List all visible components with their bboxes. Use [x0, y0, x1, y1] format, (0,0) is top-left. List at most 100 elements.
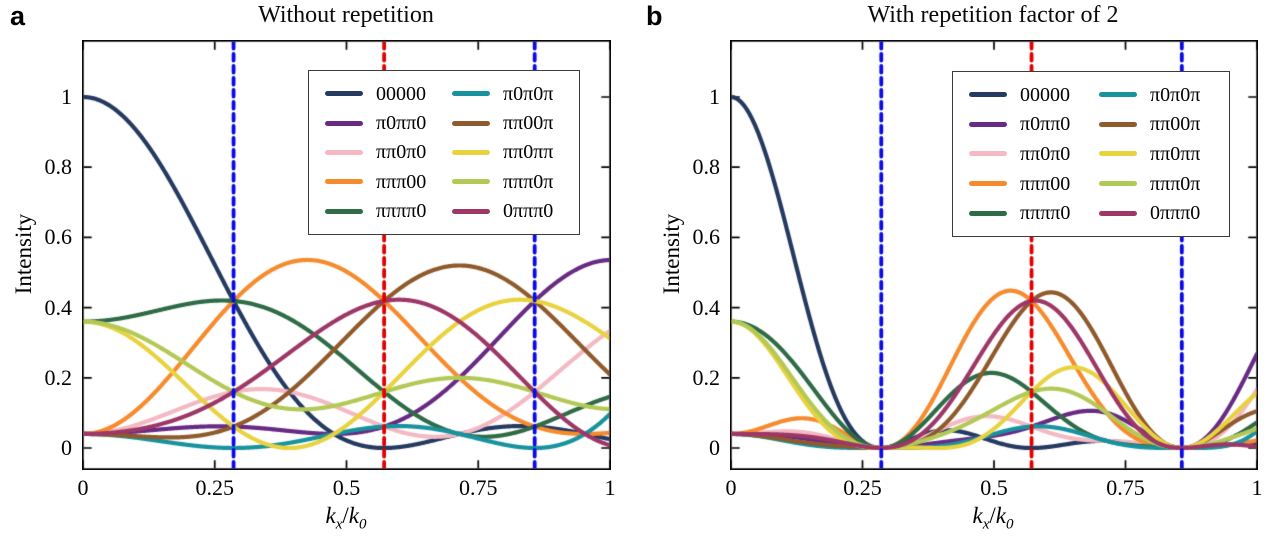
legend-line-swatch [452, 179, 490, 185]
legend-label: ππ00π [503, 112, 554, 135]
legend-line-swatch [325, 91, 363, 97]
legend-entry: ππ00π [452, 108, 569, 137]
legend-line-swatch [969, 210, 1007, 216]
legend-entry: ππππ0 [969, 198, 1089, 228]
legend-entry: π0π0π [452, 79, 569, 108]
y-tick-label: 0.8 [692, 154, 721, 180]
xlabel-k1: k [972, 503, 983, 528]
legend-label: π0π0π [1150, 83, 1201, 106]
legend-entry: ππ0π0 [969, 139, 1089, 169]
y-tick-label: 1 [709, 84, 720, 109]
legend-label: π0ππ0 [1020, 113, 1071, 136]
legend-label: πππ00 [376, 170, 427, 193]
panel-b-ylabel: Intensity [659, 213, 684, 295]
legend-entry: 00000 [325, 79, 442, 108]
legend-label: ππ00π [1150, 113, 1201, 136]
legend-entry: 0πππ0 [1099, 198, 1219, 228]
y-tick-label: 0.6 [44, 224, 73, 250]
legend-entry: 00000 [969, 80, 1089, 110]
xlabel-k2: k [348, 503, 359, 528]
xlabel-sub2: 0 [1006, 516, 1014, 533]
panel-a-xlabel: kx/k0 [276, 503, 416, 534]
xlabel-k1: k [325, 503, 336, 528]
legend-label: ππππ0 [1020, 202, 1071, 225]
legend-entry: π0ππ0 [325, 108, 442, 137]
legend-line-swatch [969, 121, 1007, 127]
x-tick-label: 0 [725, 475, 737, 500]
legend-entry: ππ0ππ [1099, 139, 1219, 169]
y-tick-label: 0 [61, 435, 72, 460]
legend-entry: πππ0π [452, 167, 569, 196]
legend-label: ππ0π0 [1020, 142, 1071, 165]
legend-entry: 0πππ0 [452, 197, 569, 226]
xlabel-separator: / [989, 503, 996, 528]
legend-label: 0πππ0 [503, 200, 554, 223]
xlabel-separator: / [342, 503, 349, 528]
y-tick-label: 0 [709, 435, 720, 460]
x-tick-label: 0.25 [843, 475, 882, 500]
x-tick-label: 0.25 [195, 475, 235, 500]
panel-b-xlabel: kx/k0 [923, 503, 1063, 534]
panel-a-ylabel: Intensity [11, 213, 36, 295]
y-tick-label: 0.2 [44, 364, 73, 390]
panel-b-legend: 00000 π0ππ0 ππ0π0 πππ00 ππππ0 π0π0π ππ00π ππ0ππ… [952, 71, 1230, 237]
legend-line-swatch [1099, 181, 1137, 187]
legend-label: ππ0π0 [376, 141, 427, 164]
legend-line-swatch [1099, 121, 1137, 127]
legend-line-swatch [1099, 210, 1137, 216]
x-tick-label: 0 [77, 475, 89, 500]
legend-label: 00000 [1020, 83, 1070, 106]
legend-line-swatch [969, 181, 1007, 187]
legend-line-swatch [969, 92, 1007, 98]
xlabel-sub1: x [335, 516, 343, 533]
legend-label: ππ0ππ [503, 141, 554, 164]
legend-line-swatch [325, 149, 363, 155]
legend-label: ππππ0 [376, 200, 427, 223]
x-tick-label: 0.5 [980, 475, 1008, 500]
legend-entry: ππ0ππ [452, 138, 569, 167]
x-tick-label: 0.75 [459, 475, 498, 500]
legend-entry: π0ππ0 [969, 110, 1089, 140]
legend-entry: ππ00π [1099, 110, 1219, 140]
panel-b-letter: b [646, 1, 663, 31]
legend-line-swatch [452, 91, 490, 97]
legend-label: πππ00 [1020, 172, 1071, 195]
legend-label: π0π0π [503, 82, 554, 105]
legend-label: πππ0π [503, 170, 554, 193]
legend-line-swatch [969, 151, 1007, 157]
legend-entry: πππ00 [969, 169, 1089, 199]
y-tick-label: 0.6 [692, 224, 721, 250]
legend-label: 0πππ0 [1150, 202, 1201, 225]
legend-line-swatch [452, 120, 490, 126]
x-tick-label: 1 [1251, 475, 1263, 500]
legend-label: πππ0π [1150, 172, 1201, 195]
y-tick-label: 0.8 [44, 154, 73, 180]
y-tick-label: 0.4 [692, 294, 721, 320]
panel-a-title: Without repetition [258, 2, 434, 28]
legend-line-swatch [325, 120, 363, 126]
y-tick-label: 1 [61, 84, 72, 109]
xlabel-sub1: x [982, 516, 990, 533]
legend-entry: ππππ0 [325, 197, 442, 226]
legend-entry: πππ00 [325, 167, 442, 196]
y-tick-label: 0.2 [692, 364, 721, 390]
xlabel-k2: k [995, 503, 1006, 528]
x-tick-label: 0.5 [332, 475, 361, 500]
x-tick-label: 0.75 [1106, 475, 1145, 500]
legend-line-swatch [325, 208, 363, 214]
x-tick-label: 1 [604, 475, 616, 500]
y-tick-label: 0.4 [44, 294, 73, 320]
panel-b-title: With repetition factor of 2 [867, 2, 1119, 28]
legend-line-swatch [1099, 92, 1137, 98]
legend-label: ππ0ππ [1150, 142, 1201, 165]
legend-label: 00000 [376, 82, 426, 105]
panel-a-legend: 00000 π0ππ0 ππ0π0 πππ00 ππππ0 π0π0π ππ00π ππ0ππ… [308, 70, 580, 235]
legend-entry: ππ0π0 [325, 138, 442, 167]
xlabel-sub2: 0 [359, 516, 367, 533]
legend-label: π0ππ0 [376, 112, 427, 135]
legend-line-swatch [452, 208, 490, 214]
legend-entry: π0π0π [1099, 80, 1219, 110]
legend-entry: πππ0π [1099, 169, 1219, 199]
legend-line-swatch [325, 179, 363, 185]
